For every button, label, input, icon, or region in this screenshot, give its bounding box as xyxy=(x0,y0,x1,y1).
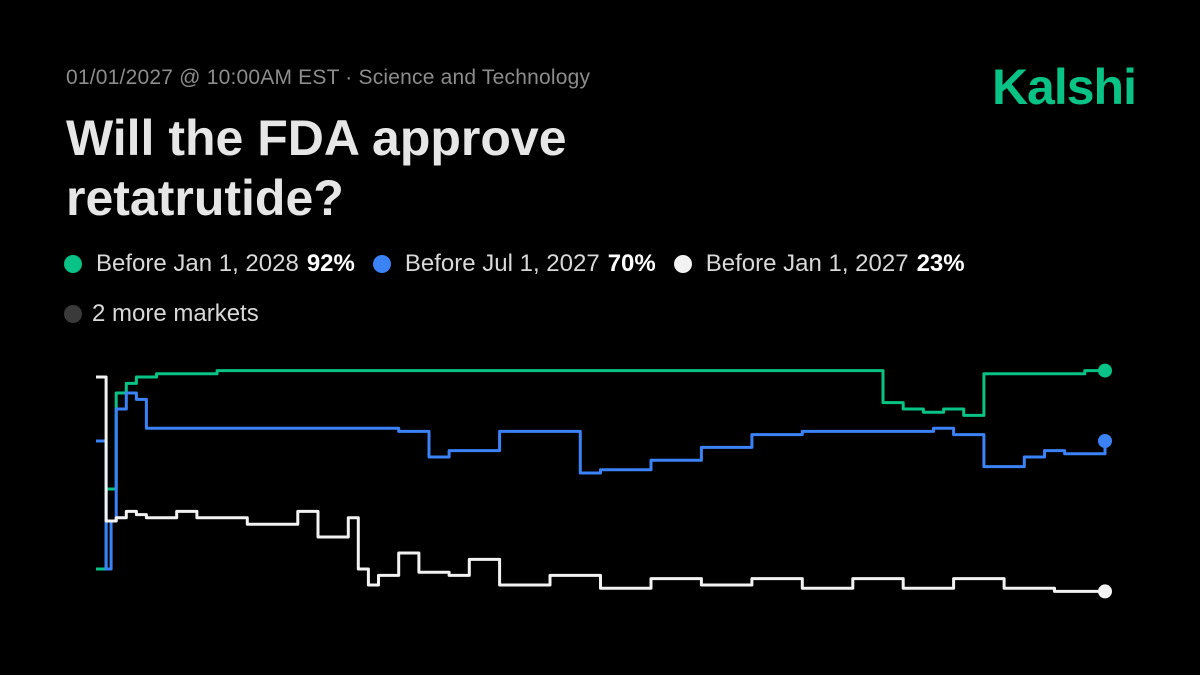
legend-item-jan-2027[interactable]: Before Jan 1, 2027 23% xyxy=(673,250,965,278)
legend-label: Before Jan 1, 2027 xyxy=(705,250,909,277)
series-line-1 xyxy=(96,391,1107,571)
legend-label: Before Jan 1, 2028 xyxy=(96,250,299,277)
kalshi-logo[interactable]: Kalshi xyxy=(991,59,1137,115)
legend-item-jan-2028[interactable]: Before Jan 1, 2028 92% xyxy=(64,250,355,278)
page-title: Will the FDA approve retatrutide? xyxy=(66,110,567,226)
legend-dot xyxy=(64,255,82,273)
legend-item-jul-2027[interactable]: Before Jul 1, 2027 70% xyxy=(372,250,656,278)
series-line-2 xyxy=(96,375,1105,593)
series-end-point-1 xyxy=(1098,434,1112,448)
legend-label: Before Jul 1, 2027 xyxy=(404,250,600,277)
more-markets-button[interactable]: 2 more markets xyxy=(64,300,259,328)
more-markets-label: 2 more markets xyxy=(92,300,259,327)
series-end-point-0 xyxy=(1098,363,1112,378)
series-line-0 xyxy=(96,369,1105,571)
legend-value: 70% xyxy=(607,250,656,277)
market-meta: 01/01/2027 @ 10:00AM EST · Science and T… xyxy=(66,66,591,89)
legend: Before Jan 1, 2028 92% Before Jul 1, 202… xyxy=(64,250,983,278)
more-dot-icon xyxy=(64,305,82,323)
legend-value: 92% xyxy=(306,250,355,277)
legend-value: 23% xyxy=(916,250,965,277)
series-end-point-2 xyxy=(1098,584,1112,599)
legend-dot xyxy=(372,255,391,273)
legend-dot xyxy=(673,255,692,273)
